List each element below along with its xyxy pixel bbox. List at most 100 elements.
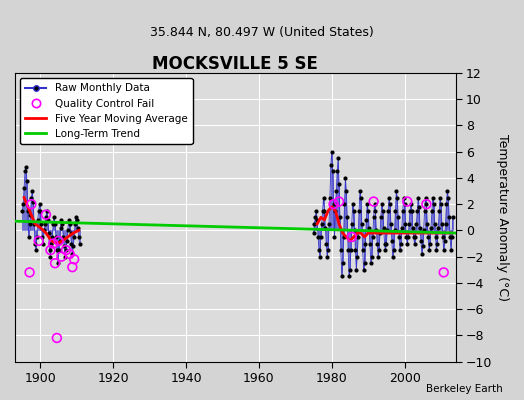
Point: [66, 251, 74, 257]
Point: [61, 254, 69, 260]
Point: [366, 240, 374, 247]
Point: [415, 204, 423, 210]
Point: [316, 254, 324, 260]
Point: [45, 230, 53, 236]
Point: [428, 208, 436, 214]
Point: [369, 198, 378, 205]
Point: [53, 260, 62, 266]
Point: [447, 234, 456, 240]
Point: [371, 208, 379, 214]
Point: [421, 194, 430, 201]
Point: [36, 208, 45, 214]
Point: [347, 221, 356, 227]
Point: [420, 208, 429, 214]
Point: [361, 240, 369, 247]
Point: [340, 234, 348, 240]
Point: [399, 208, 407, 214]
Point: [340, 201, 348, 207]
Point: [351, 227, 359, 234]
Point: [381, 247, 390, 253]
Point: [40, 227, 48, 234]
Point: [389, 247, 398, 253]
Point: [355, 208, 363, 214]
Point: [325, 221, 333, 227]
Point: [21, 164, 30, 171]
Point: [438, 221, 446, 227]
Point: [25, 234, 33, 240]
Point: [52, 234, 60, 240]
Point: [356, 188, 364, 194]
Point: [422, 201, 431, 207]
Point: [59, 234, 68, 240]
Point: [309, 230, 318, 236]
Point: [62, 247, 70, 253]
Point: [25, 269, 34, 276]
Point: [420, 227, 428, 234]
Point: [395, 234, 403, 240]
Point: [30, 221, 38, 227]
Point: [402, 234, 411, 240]
Point: [318, 221, 326, 227]
Point: [437, 201, 445, 207]
Point: [69, 243, 78, 249]
Point: [31, 240, 39, 247]
Point: [51, 221, 59, 227]
Point: [354, 234, 362, 240]
Point: [444, 194, 452, 201]
Point: [373, 240, 381, 247]
Point: [364, 208, 373, 214]
Point: [408, 208, 416, 214]
Point: [441, 238, 449, 244]
Point: [25, 221, 34, 227]
Point: [411, 234, 420, 240]
Point: [72, 214, 80, 220]
Point: [35, 208, 43, 214]
Point: [66, 221, 74, 227]
Point: [388, 254, 397, 260]
Point: [311, 214, 320, 220]
Point: [336, 247, 345, 253]
Point: [423, 221, 432, 227]
Point: [429, 194, 437, 201]
Point: [35, 238, 43, 244]
Point: [433, 240, 442, 247]
Point: [24, 208, 32, 214]
Point: [67, 230, 75, 236]
Point: [390, 227, 399, 234]
Point: [368, 254, 376, 260]
Point: [53, 335, 61, 341]
Point: [39, 240, 47, 247]
Point: [406, 208, 414, 214]
Point: [412, 221, 421, 227]
Point: [63, 227, 72, 234]
Point: [440, 269, 448, 276]
Point: [320, 208, 329, 214]
Point: [21, 168, 29, 174]
Point: [333, 168, 342, 174]
Point: [316, 234, 325, 240]
Point: [51, 260, 59, 266]
Point: [339, 260, 347, 266]
Point: [49, 221, 58, 227]
Point: [409, 234, 418, 240]
Point: [425, 247, 433, 253]
Point: [430, 201, 438, 207]
Point: [410, 240, 419, 247]
Point: [403, 240, 411, 247]
Point: [443, 188, 452, 194]
Point: [376, 230, 384, 236]
Point: [32, 247, 40, 253]
Point: [73, 224, 82, 231]
Point: [313, 217, 321, 223]
Point: [42, 212, 50, 218]
Point: [19, 201, 27, 207]
Point: [75, 240, 84, 247]
Point: [23, 177, 31, 184]
Point: [332, 188, 341, 194]
Point: [345, 273, 353, 280]
Point: [58, 221, 67, 227]
Point: [398, 224, 406, 231]
Point: [430, 221, 439, 227]
Point: [26, 212, 35, 218]
Point: [343, 214, 352, 220]
